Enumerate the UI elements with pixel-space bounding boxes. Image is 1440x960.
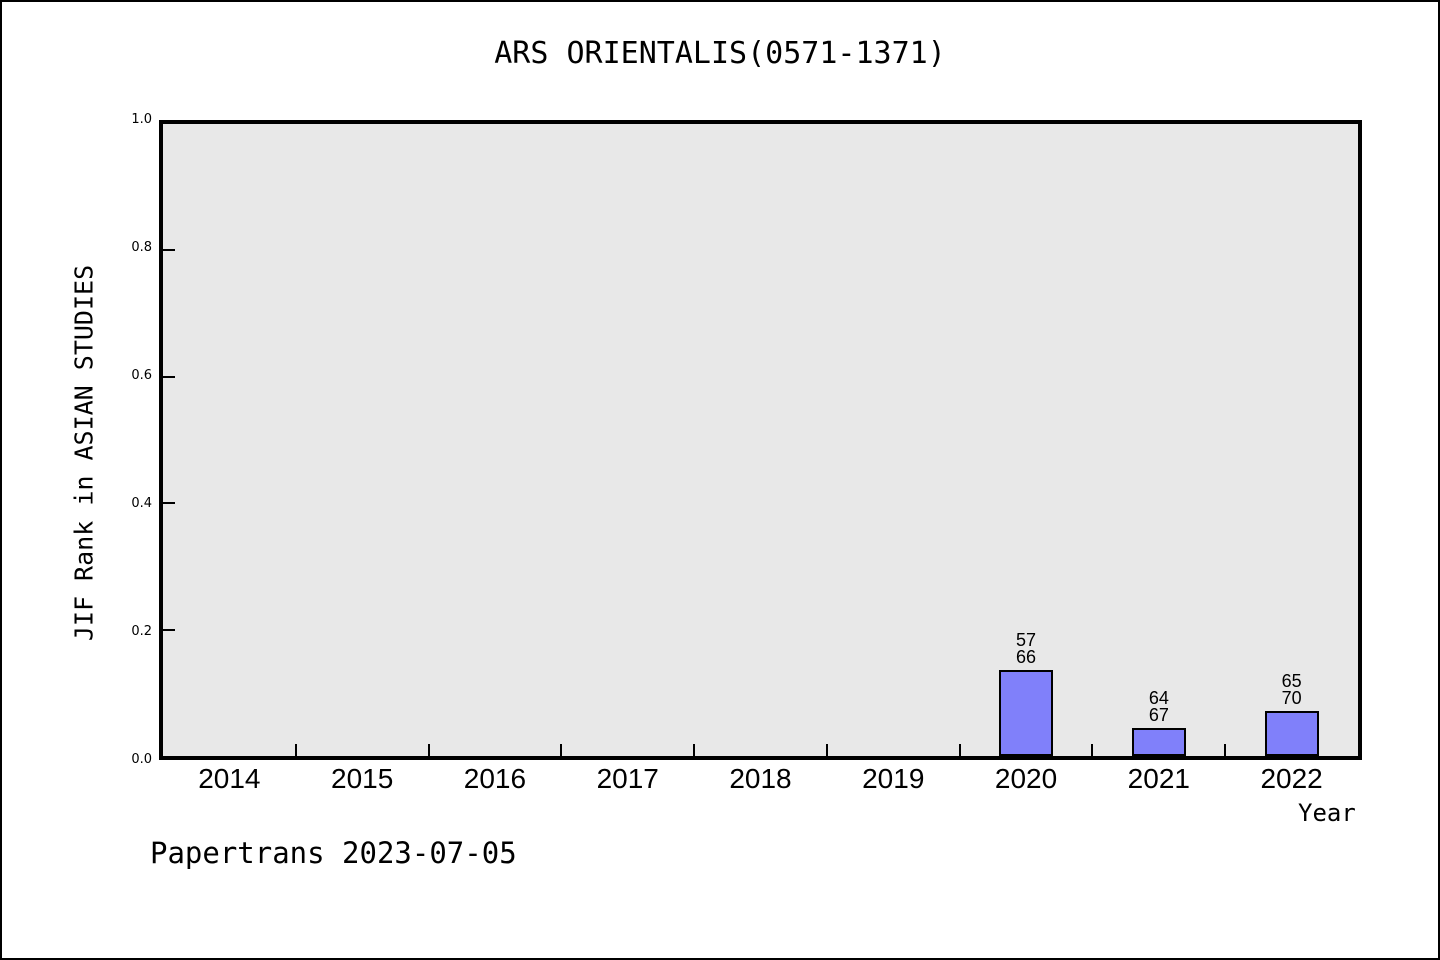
y-tick-label: 0.8 <box>131 240 152 255</box>
bar-label-line: 65 <box>1281 671 1302 691</box>
bar-2020 <box>999 670 1054 756</box>
x-tick-label-2014: 2014 <box>198 763 261 794</box>
x-axis-label: Year <box>1298 799 1356 827</box>
plot-inner: 57 66 64 67 65 70 <box>163 124 1358 756</box>
x-tick-label-2017: 2017 <box>596 763 659 794</box>
x-axis-tick <box>427 744 430 756</box>
bar-label-2020: 57 66 <box>966 630 1086 667</box>
x-axis-tick <box>560 744 563 756</box>
bar-label-line: 57 <box>1016 630 1037 650</box>
y-axis-label: JIF Rank in ASIAN STUDIES <box>69 264 99 642</box>
bar-label-line: 64 <box>1148 688 1169 708</box>
footer-watermark: Papertrans 2023-07-05 <box>150 836 517 870</box>
plot-area: 57 66 64 67 65 70 <box>159 120 1362 760</box>
x-axis-tick <box>693 744 696 756</box>
x-tick-label-2021: 2021 <box>1127 763 1190 794</box>
bar-label-line: 70 <box>1281 688 1302 708</box>
chart-title: ARS ORIENTALIS(0571-1371) <box>494 36 946 71</box>
y-tick-label: 1.0 <box>131 112 152 127</box>
x-axis-tick <box>825 744 828 756</box>
bar-2021 <box>1131 728 1186 756</box>
bar-label-2021: 64 67 <box>1099 688 1219 725</box>
x-tick-label-2022: 2022 <box>1260 763 1323 794</box>
x-tick-label-2016: 2016 <box>463 763 527 794</box>
y-axis-tick <box>163 249 175 252</box>
bar-label-line: 66 <box>1016 647 1037 667</box>
x-tick-label-2015: 2015 <box>331 763 394 794</box>
y-axis-tick <box>163 375 175 378</box>
bar-label-2022: 65 70 <box>1232 671 1352 708</box>
y-tick-label: 0.0 <box>131 752 152 767</box>
y-axis-tick <box>163 628 175 631</box>
x-axis-tick <box>1224 744 1227 756</box>
bar-label-line: 67 <box>1148 705 1169 725</box>
x-tick-label-2018: 2018 <box>729 763 792 794</box>
x-axis-tick <box>294 744 297 756</box>
y-axis-tick <box>163 502 175 505</box>
x-axis-tick <box>958 744 961 756</box>
x-tick-label-2020: 2020 <box>994 763 1058 794</box>
bar-2022 <box>1264 711 1319 756</box>
x-axis-tick <box>1091 744 1094 756</box>
x-tick-label-2019: 2019 <box>862 763 925 794</box>
